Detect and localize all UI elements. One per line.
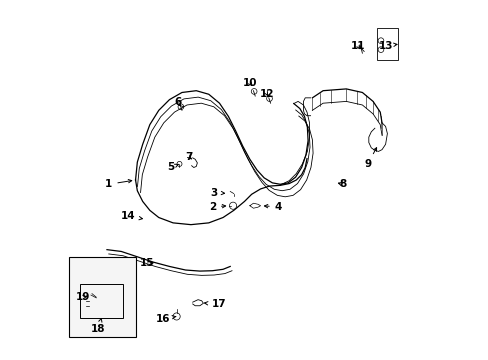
Text: 18: 18 <box>91 319 105 334</box>
Text: 16: 16 <box>156 314 176 324</box>
Text: 1: 1 <box>105 179 131 189</box>
Bar <box>69 257 135 337</box>
Text: 9: 9 <box>364 148 376 169</box>
Text: 15: 15 <box>140 258 154 268</box>
Text: 17: 17 <box>204 299 225 309</box>
Text: 19: 19 <box>76 292 90 302</box>
Text: 12: 12 <box>259 89 273 99</box>
Text: 7: 7 <box>185 152 192 162</box>
Text: 10: 10 <box>242 78 257 88</box>
Text: 4: 4 <box>264 202 282 212</box>
Bar <box>80 284 123 318</box>
Text: 14: 14 <box>121 211 142 221</box>
Text: 6: 6 <box>174 97 182 107</box>
Text: 3: 3 <box>210 188 224 198</box>
Text: 11: 11 <box>350 41 365 51</box>
Text: 5: 5 <box>167 162 178 172</box>
Text: 2: 2 <box>208 202 225 212</box>
Bar <box>376 28 397 60</box>
Text: 8: 8 <box>338 179 346 189</box>
Text: 13: 13 <box>378 41 396 51</box>
